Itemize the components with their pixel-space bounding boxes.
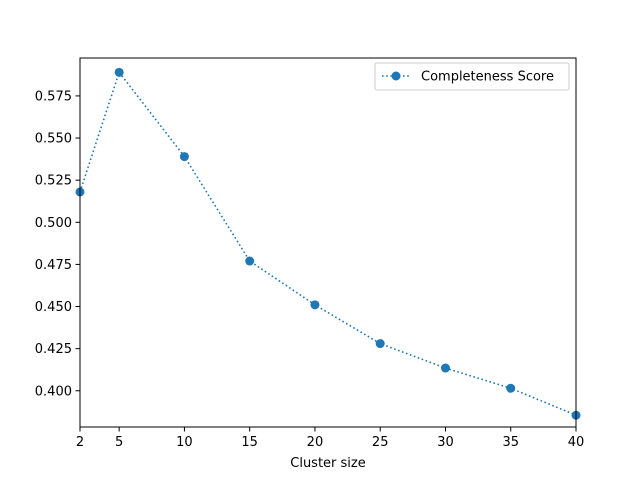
data-point — [506, 383, 516, 393]
x-tick-label: 2 — [76, 435, 84, 450]
y-tick-label: 0.575 — [35, 89, 72, 104]
y-tick-label: 0.500 — [35, 216, 72, 231]
x-tick-label: 40 — [568, 435, 585, 450]
data-point — [440, 363, 450, 373]
x-tick-label: 10 — [176, 435, 193, 450]
legend-marker — [391, 71, 401, 81]
y-tick-label: 0.400 — [35, 384, 72, 399]
x-tick-label: 30 — [437, 435, 454, 450]
y-tick-label: 0.550 — [35, 132, 72, 147]
legend-frame — [374, 62, 570, 91]
legend-label: Completeness Score — [421, 70, 554, 85]
x-tick-label: 25 — [372, 435, 389, 450]
x-tick-label: 15 — [241, 435, 258, 450]
data-point — [114, 67, 124, 77]
y-tick-label: 0.425 — [35, 342, 72, 357]
y-tick-label: 0.525 — [35, 174, 72, 189]
legend: Completeness Score — [374, 62, 570, 91]
y-tick-label: 0.475 — [35, 258, 72, 273]
data-point — [375, 339, 385, 349]
x-tick-label: 20 — [307, 435, 324, 450]
x-axis-label: Cluster size — [290, 456, 365, 471]
data-point — [310, 300, 320, 310]
data-point — [245, 256, 255, 266]
data-point — [179, 152, 189, 162]
axes-frame — [79, 57, 577, 428]
axes: 2 5 10 15 20 25 30 35 400.4000.4250.4500.4750.50… — [35, 57, 585, 450]
x-tick-label: 5 — [115, 435, 123, 450]
x-tick-label: 35 — [502, 435, 519, 450]
y-tick-label: 0.450 — [35, 300, 72, 315]
